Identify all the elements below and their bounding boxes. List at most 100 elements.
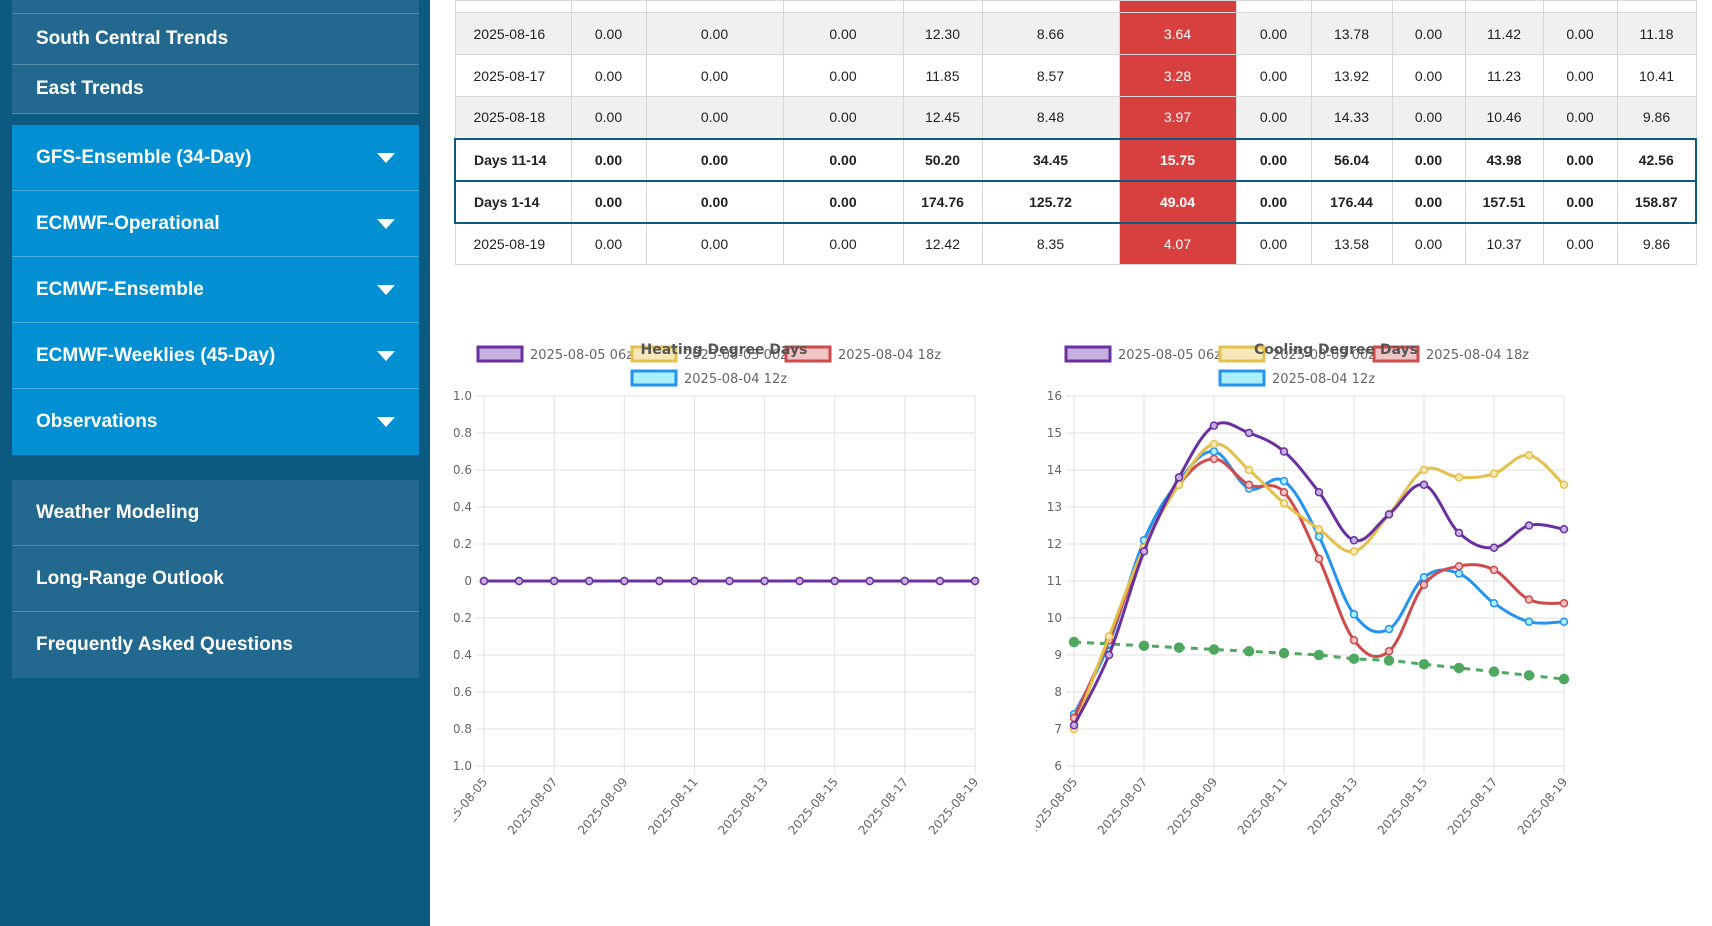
y-tick-label: 9: [1054, 648, 1062, 662]
value-cell: 0.00: [782, 179, 904, 224]
value-cell: 50.20: [902, 137, 983, 182]
value-cell: 11.18: [1616, 12, 1697, 55]
legend-swatch: [1218, 345, 1266, 363]
value-cell: 0.00: [1391, 137, 1466, 182]
series-point: [935, 576, 945, 586]
y-tick-label: 10: [1047, 611, 1062, 625]
nav-item-south-central-trends[interactable]: South Central Trends: [12, 14, 419, 65]
x-tick-label: 2025-08-07: [505, 775, 561, 837]
nav-item-faq[interactable]: Frequently Asked Questions: [12, 612, 419, 678]
nav-dropdown-ecmwf-weeklies[interactable]: ECMWF-Weeklies (45-Day): [12, 323, 419, 389]
y-tick-label: -0.8: [454, 722, 472, 736]
x-tick-label: 2025-08-11: [645, 775, 701, 837]
value-cell: 3.97: [1118, 96, 1237, 139]
series-point: [479, 576, 489, 586]
chart-title: Heating Degree Days: [640, 342, 808, 358]
table-cell: [1310, 0, 1393, 13]
nav-section-resources: Weather Modeling Long-Range Outlook Freq…: [12, 480, 419, 678]
normal-point: [1488, 666, 1500, 677]
value-cell: 10.41: [1616, 54, 1697, 97]
series-point: [1559, 617, 1569, 626]
value-cell: 0.00: [1235, 179, 1312, 224]
nav-item-east-trends[interactable]: East Trends: [12, 65, 419, 114]
series-point: [1349, 635, 1359, 645]
nav-dropdown-gfs-ensemble[interactable]: GFS-Ensemble (34-Day): [12, 125, 419, 191]
y-tick-label: -0.6: [454, 685, 472, 699]
series-point: [865, 576, 875, 586]
nav-dropdown-observations[interactable]: Observations: [12, 389, 419, 455]
value-cell: 0.00: [1235, 12, 1312, 55]
legend-label: 2025-08-05 00z: [1272, 348, 1375, 363]
series-point: [1349, 536, 1359, 545]
series-point: [1419, 580, 1429, 589]
nav-dropdown-ecmwf-ensemble[interactable]: ECMWF-Ensemble: [12, 257, 419, 323]
series-line: [1072, 421, 1565, 726]
series-point: [1349, 547, 1359, 556]
series-point: [1069, 721, 1079, 730]
series-point: [1454, 569, 1464, 578]
x-tick-label: 2025-08-13: [1305, 775, 1361, 837]
nav-item-long-range-outlook[interactable]: Long-Range Outlook: [12, 546, 419, 612]
table-cell: [981, 0, 1120, 13]
series-point: [620, 576, 629, 586]
y-tick-label: 16: [1047, 389, 1062, 403]
nav-section-trends: South Central Trends East Trends: [12, 0, 419, 114]
value-cell: 0.00: [1391, 54, 1466, 97]
x-tick-label: 2025-08-05: [454, 775, 490, 837]
nav-label: Observations: [36, 411, 158, 432]
nav-label: ECMWF-Weeklies (45-Day): [36, 344, 276, 366]
y-tick-label: 0.6: [454, 463, 472, 477]
legend-item: 2025-08-05 06z: [476, 345, 633, 363]
series-point: [1314, 554, 1324, 564]
x-tick-label: 2025-08-19: [926, 775, 982, 837]
x-tick-label: 2025-08-17: [856, 775, 912, 837]
value-cell: 12.30: [902, 12, 983, 55]
normal-point: [1173, 642, 1185, 653]
value-cell: 0.00: [782, 137, 904, 182]
value-cell: 0.00: [645, 96, 784, 139]
value-cell: 9.86: [1616, 222, 1697, 265]
y-tick-label: 1.0: [454, 389, 472, 403]
series-point: [1174, 473, 1184, 482]
table-cell: [1616, 0, 1697, 13]
y-tick-label: 0.8: [454, 426, 472, 440]
nav-dropdown-ecmwf-operational[interactable]: ECMWF-Operational: [12, 191, 419, 257]
table-total-row: Days 1-14 0.00 0.00 0.00 174.76 125.72 49.04 0.…: [454, 179, 1697, 224]
series-point: [1314, 487, 1324, 497]
series-point: [1104, 650, 1114, 660]
series-point: [970, 576, 980, 586]
y-tick-label: 7: [1054, 722, 1062, 736]
value-cell: 0.00: [645, 179, 784, 224]
table-cell: [782, 0, 904, 13]
value-cell: 0.00: [782, 12, 904, 55]
series-point: [1209, 439, 1219, 449]
nav-item-weather-modeling[interactable]: Weather Modeling: [12, 480, 419, 546]
main-content: 2025-08-16 0.00 0.00 0.00 12.30 8.66 3.64 0.00 1…: [430, 0, 1712, 926]
value-cell: 0.00: [1391, 222, 1466, 265]
value-cell: 0.00: [645, 137, 784, 182]
nav-item-partial[interactable]: [12, 0, 419, 14]
value-cell: 56.04: [1310, 137, 1393, 182]
table-cell: [454, 0, 572, 13]
table-row: 2025-08-18 0.00 0.00 0.00 12.45 8.48 3.97 0.00 1…: [454, 96, 1697, 139]
series-point: [1209, 447, 1219, 456]
legend-swatch: [476, 345, 524, 363]
value-cell: 3.64: [1118, 12, 1237, 55]
hdd-chart: Heating Degree Days 2025-08-05 06z 2025-0…: [435, 330, 994, 926]
series-point: [1419, 480, 1429, 490]
series-point: [1489, 565, 1499, 575]
legend-item: 2025-08-04 12z: [1218, 369, 1375, 387]
legend-label: 2025-08-04 18z: [1426, 348, 1529, 363]
series-point: [1559, 524, 1569, 534]
x-tick-label: 2025-08-15: [1375, 775, 1431, 837]
value-cell: 174.76: [902, 179, 983, 224]
value-cell: 0.00: [645, 12, 784, 55]
table-row: 2025-08-17 0.00 0.00 0.00 11.85 8.57 3.28 0.00 1…: [454, 54, 1697, 97]
value-cell: 0.00: [1542, 137, 1618, 182]
y-tick-label: -0.4: [454, 648, 472, 662]
normal-line: [1073, 640, 1565, 681]
legend-item: 2025-08-05 00z: [630, 345, 787, 363]
value-cell: 0.00: [570, 137, 647, 182]
series-point: [900, 576, 910, 586]
series-point: [1279, 476, 1289, 486]
